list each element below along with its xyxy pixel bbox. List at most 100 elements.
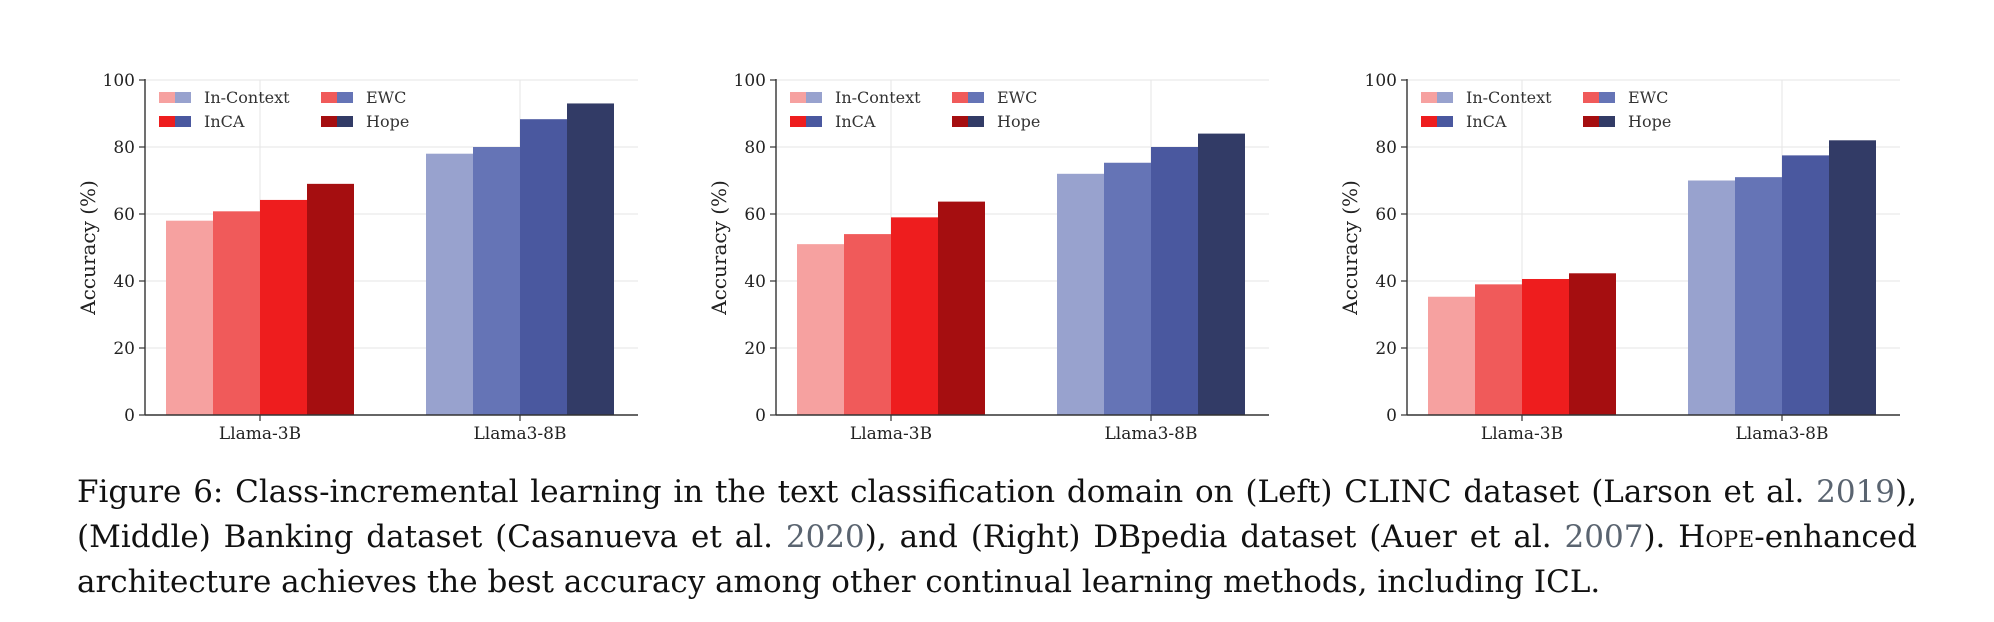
legend-label: InCA: [1466, 112, 1507, 131]
y-tick-label: 40: [113, 272, 135, 292]
y-tick-label: 20: [113, 339, 135, 359]
bar-ewc-2: [473, 147, 520, 415]
bar-inca-2: [520, 119, 567, 415]
legend-swatch-red: [1421, 92, 1437, 103]
bar-hope-1: [938, 201, 985, 415]
caption-text-1: Figure 6: Class-incremental learning in …: [77, 474, 1817, 510]
bar-ewc-2: [1735, 177, 1782, 415]
x-tick-label: Llama3-8B: [474, 424, 567, 444]
legend-swatch-blue: [175, 116, 191, 127]
legend-swatch-blue: [806, 92, 822, 103]
y-tick-label: 40: [744, 272, 766, 292]
bar-hope-2: [1829, 140, 1876, 416]
legend-swatch-blue: [968, 116, 984, 127]
y-tick-label: 0: [1386, 406, 1397, 426]
bar-in-context-2: [1057, 173, 1104, 415]
legend-swatch-blue: [337, 92, 353, 103]
bar-inca-1: [260, 199, 307, 415]
legend-label: Hope: [1628, 112, 1671, 131]
legend-swatch-blue: [175, 92, 191, 103]
bar-in-context-1: [166, 220, 213, 415]
bar-hope-1: [307, 183, 354, 415]
y-axis-label: Accuracy (%): [1338, 180, 1362, 316]
charts-figure: 0 20 40 60 80 100 Llama-3B Llama3-8B Accuracy (%…: [76, 71, 1900, 444]
legend-swatch-red: [321, 116, 337, 127]
legend-label: InCA: [204, 112, 245, 131]
legend-label: Hope: [997, 112, 1040, 131]
bar-inca-2: [1151, 147, 1198, 415]
y-axis-label: Accuracy (%): [76, 180, 100, 316]
caption-cite-year-2[interactable]: 2020: [785, 519, 865, 555]
bar-in-context-1: [797, 244, 844, 415]
caption-text-4: ).: [1643, 519, 1679, 555]
legend-swatch-blue: [1437, 116, 1453, 127]
legend-swatch-red: [321, 92, 337, 103]
legend-swatch-red: [1583, 92, 1599, 103]
legend-label: In-Context: [1466, 88, 1552, 107]
bar-in-context-2: [1688, 180, 1735, 415]
legend-label: EWC: [366, 88, 406, 107]
legend-swatch-blue: [1599, 116, 1615, 127]
legend-swatch-red: [952, 92, 968, 103]
bar-ewc-1: [1475, 284, 1522, 415]
legend-swatch-blue: [1437, 92, 1453, 103]
y-tick-label: 20: [1375, 339, 1397, 359]
legend-swatch-red: [1583, 116, 1599, 127]
legend-swatch-red: [159, 116, 175, 127]
legend-label: EWC: [1628, 88, 1668, 107]
figure-caption: Figure 6: Class-incremental learning in …: [77, 470, 1917, 605]
caption-text-3: ), and (Right) DBpedia dataset (Auer et …: [864, 519, 1565, 555]
caption-text-2: ), (Middle) Banking dataset (Casanueva e…: [77, 474, 1917, 555]
legend-swatch-red: [952, 116, 968, 127]
y-tick-label: 60: [744, 205, 766, 225]
y-tick-label: 40: [1375, 272, 1397, 292]
y-tick-label: 100: [103, 71, 135, 91]
legend-label: In-Context: [835, 88, 921, 107]
x-tick-label: Llama-3B: [1481, 424, 1563, 444]
y-tick-label: 80: [1375, 138, 1397, 158]
x-tick-label: Llama3-8B: [1105, 424, 1198, 444]
legend-label: In-Context: [204, 88, 290, 107]
y-tick-label: 20: [744, 339, 766, 359]
y-tick-label: 60: [1375, 205, 1397, 225]
bar-inca-1: [891, 217, 938, 415]
bar-inca-1: [1522, 278, 1569, 415]
legend-swatch-red: [1421, 116, 1437, 127]
chart-panel-1: 0 20 40 60 80 100 Llama-3B Llama3-8B Accuracy (%…: [76, 71, 638, 444]
y-tick-label: 80: [113, 138, 135, 158]
x-tick-label: Llama3-8B: [1736, 424, 1829, 444]
legend-swatch-blue: [1599, 92, 1615, 103]
y-tick-label: 0: [124, 406, 135, 426]
bar-hope-2: [1198, 133, 1245, 415]
x-tick-label: Llama-3B: [219, 424, 301, 444]
bar-ewc-1: [844, 234, 891, 415]
y-tick-label: 60: [113, 205, 135, 225]
legend-label: InCA: [835, 112, 876, 131]
y-tick-label: 100: [1365, 71, 1397, 91]
y-tick-label: 100: [734, 71, 766, 91]
x-tick-label: Llama-3B: [850, 424, 932, 444]
caption-method-name: Hope: [1678, 519, 1755, 555]
legend-swatch-red: [159, 92, 175, 103]
y-tick-label: 0: [755, 406, 766, 426]
bar-in-context-2: [426, 153, 473, 415]
bar-ewc-2: [1104, 162, 1151, 415]
bar-hope-1: [1569, 273, 1616, 415]
caption-text-5: -enhanced architecture achieves the best…: [77, 519, 1917, 600]
legend-swatch-blue: [968, 92, 984, 103]
caption-cite-year-3[interactable]: 2007: [1564, 519, 1644, 555]
legend-label: EWC: [997, 88, 1037, 107]
chart-panel-3: 0 20 40 60 80 100 Llama-3B Llama3-8B Accuracy (%…: [1338, 71, 1900, 444]
bar-hope-2: [567, 103, 614, 415]
legend-swatch-blue: [806, 116, 822, 127]
bar-ewc-1: [213, 211, 260, 415]
legend-label: Hope: [366, 112, 409, 131]
bar-inca-2: [1782, 155, 1829, 415]
legend-swatch-red: [790, 92, 806, 103]
caption-cite-year-1[interactable]: 2019: [1816, 474, 1896, 510]
legend-swatch-blue: [337, 116, 353, 127]
y-tick-label: 80: [744, 138, 766, 158]
y-axis-label: Accuracy (%): [707, 180, 731, 316]
legend-swatch-red: [790, 116, 806, 127]
chart-panel-2: 0 20 40 60 80 100 Llama-3B Llama3-8B Accuracy (%…: [707, 71, 1269, 444]
